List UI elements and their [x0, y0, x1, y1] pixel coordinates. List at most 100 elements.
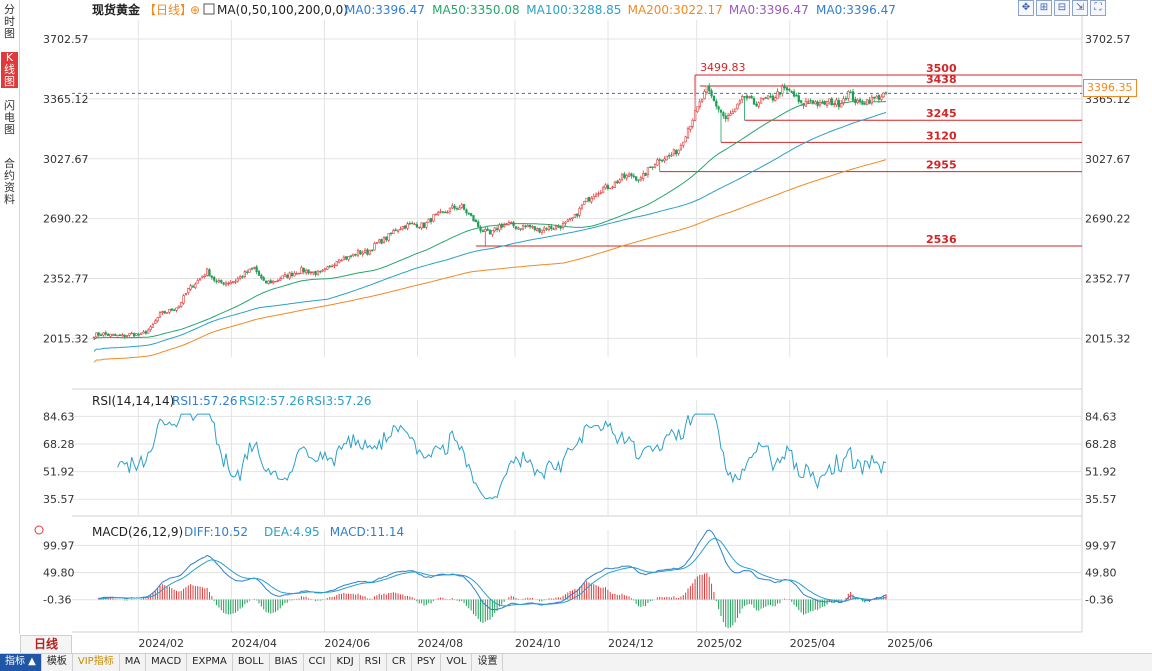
candle-body [790, 91, 793, 93]
candle-body [300, 267, 303, 275]
indicator-tab-5[interactable]: EXPMA [187, 654, 233, 671]
candle-body [267, 280, 270, 284]
candle-body [503, 224, 506, 227]
candle-body [668, 154, 671, 157]
indicator-tab-3[interactable]: MA [120, 654, 147, 671]
candle-body [453, 205, 456, 209]
candle-body [437, 211, 440, 215]
candle-body [717, 106, 720, 110]
candle-body [701, 99, 704, 102]
candle-body [253, 267, 256, 269]
sidebar-tab-3[interactable]: 合约资料 [4, 157, 15, 206]
indicator-tab-1[interactable]: 模板 [42, 654, 73, 671]
candle-body [286, 274, 289, 278]
level-label: 3438 [926, 73, 957, 86]
main-ytick-left: 3365.12 [43, 93, 89, 106]
candle-body [757, 102, 760, 107]
candle-body [557, 226, 560, 228]
candle-body [693, 110, 697, 121]
move-icon[interactable]: ✥ [1018, 0, 1034, 16]
sidebar-tab-0[interactable]: 分时图 [4, 3, 15, 40]
candle-body [462, 204, 466, 210]
indicator-tab-13[interactable]: VOL [441, 654, 473, 671]
candle-body [246, 271, 249, 273]
candle-body [870, 96, 873, 104]
indicator-tab-11[interactable]: CR [387, 654, 412, 671]
candle-body [609, 187, 612, 190]
candle-body [411, 222, 414, 225]
zoom-out-icon[interactable]: ⊟ [1054, 0, 1070, 16]
sidebar-tab-2[interactable]: 闪电图 [4, 99, 15, 136]
zoom-in-icon[interactable]: ⊞ [1036, 0, 1052, 16]
candle-body [401, 225, 404, 230]
ma100-line [93, 111, 887, 352]
level-label: 3500 [926, 62, 957, 75]
candle-body [802, 103, 805, 106]
candle-body [283, 274, 287, 277]
candle-body [677, 149, 680, 154]
candle-body [260, 274, 263, 279]
candle-body [632, 175, 635, 178]
candle-body [206, 268, 209, 276]
candle-body [543, 227, 546, 231]
candle-body [422, 222, 426, 229]
candle-body [323, 268, 327, 270]
candle-body [877, 94, 881, 100]
candle-body [312, 271, 315, 274]
rsi-legend-1: RSI2:57.26 [239, 394, 305, 408]
candle-body [821, 101, 824, 103]
candle-body [481, 230, 485, 232]
candle-body [816, 101, 819, 107]
indicator-tab-8[interactable]: CCI [304, 654, 332, 671]
candle-body [375, 242, 378, 244]
candle-body [597, 193, 600, 195]
candle-body [269, 280, 272, 284]
fullscreen-icon[interactable]: ⛶ [1090, 0, 1106, 16]
candle-body [569, 217, 572, 220]
indicator-tab-12[interactable]: PSY [412, 654, 442, 671]
candle-body [425, 222, 428, 228]
candle-body [378, 239, 381, 243]
indicator-tab-10[interactable]: RSI [360, 654, 387, 671]
candle-body [512, 222, 515, 227]
candle-body [243, 271, 246, 277]
candle-body [748, 96, 751, 98]
candle-body [335, 261, 338, 266]
expand-icon[interactable]: ⇲ [1072, 0, 1088, 16]
indicator-tab-6[interactable]: BOLL [233, 654, 270, 671]
rsi-legend-2: RSI3:57.26 [306, 394, 372, 408]
indicator-tab-7[interactable]: BIAS [270, 654, 304, 671]
candle-body [208, 269, 211, 277]
candle-body [222, 282, 225, 285]
main-ytick-left: 2352.77 [43, 272, 89, 285]
ma-legend-5: MA0:3396.47 [816, 3, 896, 17]
macd-legend-1: DEA:4.95 [264, 525, 320, 539]
candle-body [418, 226, 421, 229]
indicator-tab-9[interactable]: KDJ [331, 654, 360, 671]
candle-body [114, 334, 117, 336]
candle-body [262, 277, 265, 281]
candle-body [170, 308, 173, 311]
candle-body [493, 227, 496, 232]
period-button[interactable]: 日线 [20, 635, 72, 654]
candle-body [547, 225, 551, 231]
candle-body [642, 173, 645, 179]
candle-body [521, 225, 525, 230]
indicator-tab-2[interactable]: VIP指标 [73, 654, 120, 671]
candle-body [510, 222, 513, 224]
indicator-tab-14[interactable]: 设置 [472, 654, 504, 671]
candle-body [882, 92, 885, 98]
candle-body [92, 336, 96, 339]
candle-body [778, 92, 782, 95]
candle-body [352, 253, 355, 257]
candle-body [99, 334, 103, 336]
indicator-tab-0[interactable]: 指标 ▲ [0, 654, 42, 671]
candle-body [630, 173, 633, 177]
candle-body [656, 159, 659, 166]
candle-body [248, 268, 251, 273]
indicator-tab-4[interactable]: MACD [146, 654, 188, 671]
candle-body [736, 103, 739, 109]
candle-body [217, 280, 221, 283]
